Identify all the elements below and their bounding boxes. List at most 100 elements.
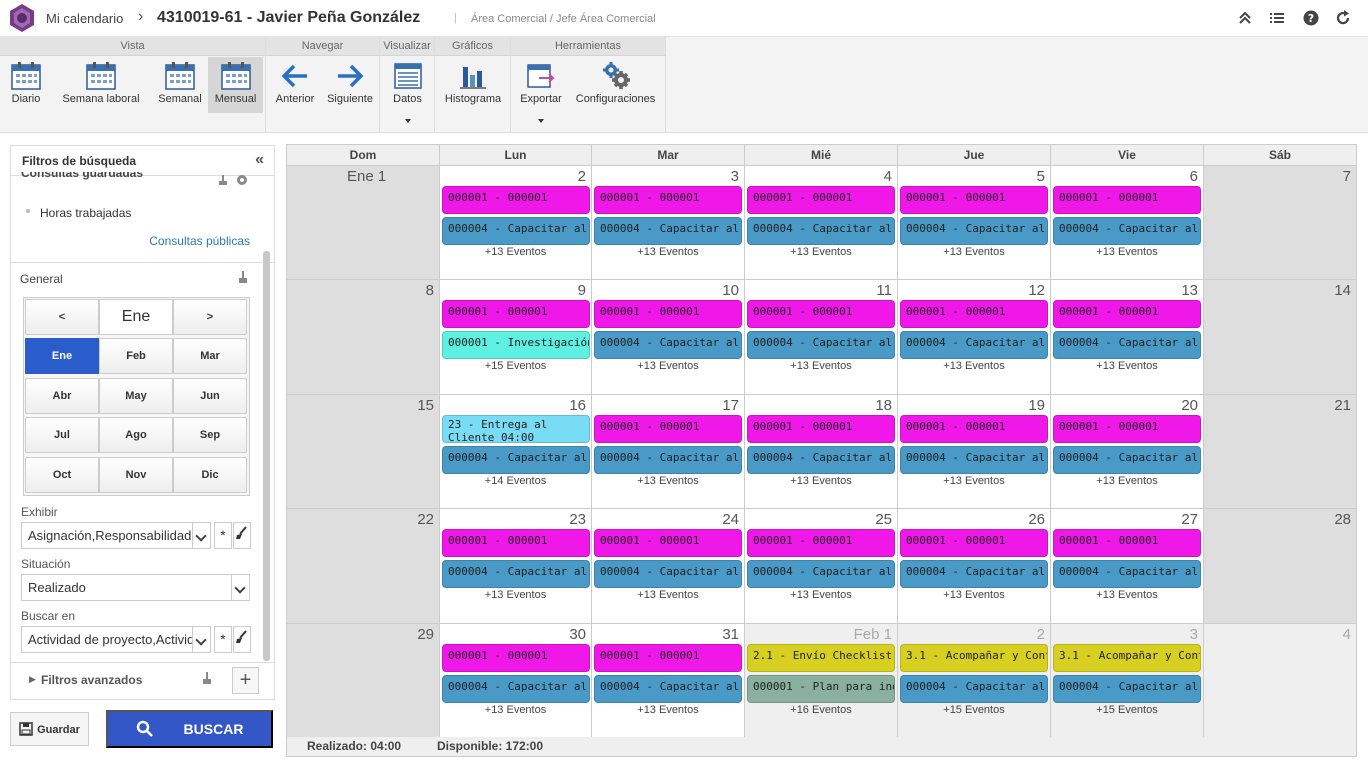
day-number[interactable]: 14 (1334, 282, 1351, 300)
day-cell[interactable]: 23.1 - Acompañar y Controlar000004 - Cap… (898, 623, 1051, 738)
day-number[interactable]: 16 (569, 396, 586, 414)
siguiente-button[interactable]: Siguiente (324, 57, 376, 113)
day-number[interactable]: 24 (722, 511, 739, 529)
day-number[interactable]: 15 (417, 396, 434, 414)
day-number[interactable]: 22 (417, 511, 434, 529)
day-number[interactable]: 2 (577, 168, 586, 185)
calendar-event[interactable]: 000004 - Capacitar al operador (594, 445, 742, 474)
calendar-event[interactable]: 000004 - Capacitar al operador (1053, 331, 1201, 360)
more-events-link[interactable]: +15 Eventos (1096, 703, 1158, 716)
day-number[interactable]: 20 (1181, 396, 1198, 414)
day-cell[interactable]: 15 (287, 394, 440, 510)
calendar-event[interactable]: 000001 - 000001 (900, 414, 1048, 443)
buscar-en-select[interactable]: Actividad de proyecto,Actividad (21, 626, 211, 653)
calendar-event[interactable]: 000001 - 000001 (594, 186, 742, 214)
more-events-link[interactable]: +13 Eventos (790, 474, 852, 487)
day-number[interactable]: 18 (875, 396, 892, 414)
panel-scrollbar[interactable] (263, 251, 270, 661)
calendar-event[interactable]: 000004 - Capacitar al operador (1053, 217, 1201, 245)
month-button-abr[interactable]: Abr (25, 377, 99, 414)
buscar-en-select-all-button[interactable]: * (214, 626, 232, 653)
day-number[interactable]: 29 (417, 625, 434, 643)
advanced-filters-toggle[interactable]: Filtros avanzados (41, 673, 143, 687)
save-query-button[interactable]: Guardar (10, 712, 89, 746)
day-number[interactable]: Ene 1 (347, 168, 387, 185)
day-number[interactable]: Feb 1 (853, 625, 892, 643)
more-events-link[interactable]: +13 Eventos (943, 360, 1005, 373)
prev-year-button[interactable]: < (25, 299, 99, 335)
situacion-dropdown-icon[interactable] (231, 575, 249, 600)
calendar-event[interactable]: 3.1 - Acompañar y Controlar (900, 643, 1048, 672)
calendar-event[interactable]: 2.1 - Envío Checklist de preparación (747, 643, 895, 672)
month-button-mar[interactable]: Mar (173, 338, 247, 374)
more-events-link[interactable]: +13 Eventos (637, 589, 699, 602)
help-icon[interactable]: ? (1303, 10, 1319, 26)
calendar-event[interactable]: 000004 - Capacitar al operador (1053, 445, 1201, 474)
clear-advanced-icon[interactable] (201, 672, 213, 686)
day-number[interactable]: 10 (722, 282, 739, 300)
calendar-event[interactable]: 000001 - 000001 (900, 529, 1048, 558)
month-button-oct[interactable]: Oct (25, 456, 99, 493)
calendar-event[interactable]: 000004 - Capacitar al operador (747, 217, 895, 245)
settings-gear-icon[interactable] (235, 174, 249, 186)
more-events-link[interactable]: +13 Eventos (1096, 589, 1158, 602)
exhibir-clear-button[interactable] (233, 522, 251, 549)
more-events-link[interactable]: +13 Eventos (484, 589, 547, 602)
calendar-event[interactable]: 000001 - 000001 (594, 529, 742, 558)
more-events-link[interactable]: +15 Eventos (943, 703, 1005, 716)
day-number[interactable]: 31 (722, 625, 739, 643)
expand-advanced-icon[interactable]: ▶ (29, 674, 36, 684)
exportar-button[interactable]: Exportar (516, 57, 566, 123)
calendar-event[interactable]: 000004 - Capacitar al operador (594, 217, 742, 245)
calendar-event[interactable]: 000001 - 000001 (1053, 186, 1201, 214)
day-number[interactable]: 26 (1028, 511, 1045, 529)
calendar-event[interactable]: 000001 - 000001 (1053, 414, 1201, 443)
calendar-event[interactable]: 000001 - 000001 (747, 529, 895, 558)
more-events-link[interactable]: +14 Eventos (484, 474, 547, 487)
day-number[interactable]: 13 (1181, 282, 1198, 300)
more-events-link[interactable]: +13 Eventos (637, 703, 699, 716)
calendar-event[interactable]: 000004 - Capacitar al operador (594, 331, 742, 360)
mensual-button[interactable]: Mensual (208, 57, 263, 113)
calendar-event[interactable]: 000001 - 000001 (1053, 529, 1201, 558)
calendar-event[interactable]: 000004 - Capacitar al operador (747, 331, 895, 360)
calendar-event[interactable]: 000001 - 000001 (442, 300, 590, 329)
day-number[interactable]: 25 (875, 511, 892, 529)
exhibir-select-all-button[interactable]: * (214, 522, 232, 549)
exhibir-dropdown-icon[interactable] (192, 523, 210, 548)
more-events-link[interactable]: +13 Eventos (790, 246, 852, 258)
diario-button[interactable]: Diario (3, 57, 49, 113)
day-number[interactable]: 27 (1181, 511, 1198, 529)
calendar-event[interactable]: 3.1 - Acompañar y Controlar (1053, 643, 1201, 672)
day-number[interactable]: 17 (722, 396, 739, 414)
calendar-event[interactable]: 000001 - 000001 (747, 186, 895, 214)
anterior-button[interactable]: Anterior (270, 57, 320, 113)
situacion-select[interactable]: Realizado (21, 574, 250, 601)
calendar-event[interactable]: 000004 - Capacitar al operador (442, 560, 590, 589)
day-cell[interactable]: Feb 12.1 - Envío Checklist de preparació… (745, 623, 898, 738)
calendar-event[interactable]: 000001 - 000001 (594, 300, 742, 329)
breadcrumb-home[interactable]: Mi calendario (46, 11, 124, 26)
day-number[interactable]: 12 (1028, 282, 1045, 300)
calendar-event[interactable]: 000004 - Capacitar al operador (900, 331, 1048, 360)
more-events-link[interactable]: +13 Eventos (1096, 360, 1158, 373)
more-events-link[interactable]: +13 Eventos (637, 246, 699, 258)
list-icon[interactable] (1269, 10, 1285, 26)
month-button-nov[interactable]: Nov (99, 456, 173, 493)
collapse-panel-icon[interactable]: « (255, 151, 264, 168)
day-cell[interactable]: 7 (1204, 166, 1357, 281)
search-button[interactable]: BUSCAR (106, 710, 273, 748)
collapse-up-icon[interactable] (1237, 10, 1253, 26)
more-events-link[interactable]: +13 Eventos (943, 246, 1005, 258)
